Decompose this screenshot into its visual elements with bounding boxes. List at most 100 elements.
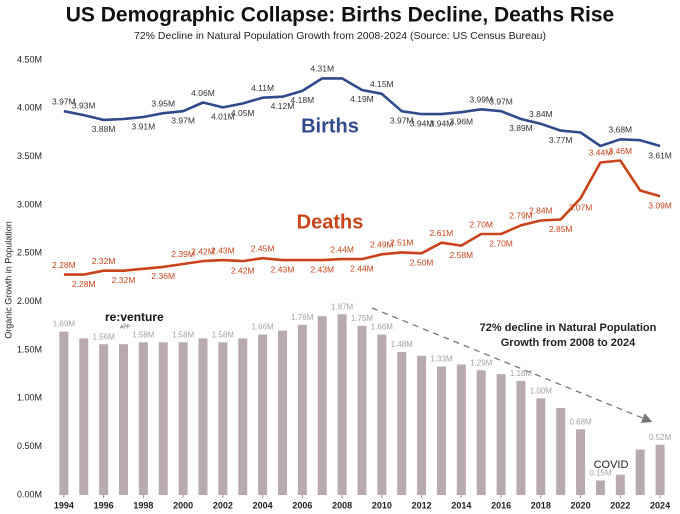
- data-label: 2.44M: [330, 244, 354, 254]
- y-tick-label: 1.00M: [17, 393, 42, 403]
- x-tick-label: 2024: [650, 500, 670, 510]
- bar: [198, 338, 208, 495]
- data-label: 4.01M: [211, 112, 235, 122]
- data-label: 2.42M: [231, 265, 255, 275]
- bar: [576, 429, 586, 495]
- data-label: 2.58M: [450, 250, 474, 260]
- bar: [337, 314, 347, 495]
- bar-value-label: 0.15M: [589, 469, 612, 478]
- data-label: 2.49M: [370, 240, 394, 250]
- data-label: 2.28M: [52, 260, 76, 270]
- bar: [158, 342, 168, 495]
- line: [63, 159, 661, 276]
- bar-value-label: 1.75M: [351, 314, 374, 323]
- data-label: 3.44M: [589, 148, 613, 158]
- bar: [595, 480, 605, 495]
- data-label: 3.91M: [132, 121, 156, 131]
- bar-value-label: 1.33M: [430, 355, 453, 364]
- x-tick-label: 2022: [610, 500, 630, 510]
- bar: [178, 342, 188, 495]
- bar: [118, 344, 128, 495]
- y-tick-label: 0.00M: [17, 489, 42, 499]
- data-label: 2.85M: [549, 224, 573, 234]
- data-label: 2.32M: [92, 256, 116, 266]
- bar-value-label: 1.66M: [251, 323, 274, 332]
- data-label: 3.46M: [609, 146, 633, 156]
- x-tick-label: 2020: [571, 500, 591, 510]
- data-label: 4.06M: [191, 88, 215, 98]
- y-tick-label: 3.00M: [17, 199, 42, 209]
- series-name: Deaths: [297, 211, 364, 233]
- x-tick-label: 2018: [531, 500, 551, 510]
- bar: [59, 331, 69, 495]
- data-label: 3.09M: [648, 201, 672, 211]
- bar: [456, 364, 466, 495]
- bar: [317, 316, 327, 495]
- data-label: 3.95M: [151, 98, 175, 108]
- data-label: 4.19M: [350, 94, 374, 104]
- x-tick-label: 2004: [253, 500, 273, 510]
- x-tick-label: 1996: [94, 500, 114, 510]
- x-tick-label: 2014: [451, 500, 471, 510]
- data-label: 4.05M: [231, 108, 255, 118]
- logo-name: re:venture: [105, 310, 164, 324]
- bar-value-label: 1.58M: [212, 330, 235, 339]
- data-label: 3.94M: [410, 118, 434, 128]
- bar-value-label: 1.69M: [53, 320, 76, 329]
- x-tick-label: 2008: [332, 500, 352, 510]
- x-tick-label: 2016: [491, 500, 511, 510]
- chart-subtitle: 72% Decline in Natural Population Growth…: [134, 30, 546, 42]
- bar: [218, 342, 228, 495]
- data-label: 2.32M: [112, 275, 136, 285]
- bar: [297, 324, 307, 495]
- data-label: 2.43M: [211, 245, 235, 255]
- data-label: 3.89M: [509, 123, 533, 133]
- data-label: 2.79M: [509, 211, 533, 221]
- bar: [436, 366, 446, 495]
- data-label: 3.94M: [430, 118, 454, 128]
- y-tick-label: 3.50M: [17, 151, 42, 161]
- data-label: 3.77M: [549, 135, 573, 145]
- data-label: 3.97M: [390, 115, 414, 125]
- bar: [277, 330, 287, 495]
- bar-value-label: 1.00M: [530, 386, 553, 395]
- data-label: 2.51M: [390, 238, 414, 248]
- bar-value-label: 1.87M: [331, 302, 354, 311]
- data-label: 2.70M: [489, 238, 513, 248]
- data-label: 2.43M: [310, 264, 334, 274]
- bar-value-label: 1.48M: [391, 340, 414, 349]
- bar-value-label: 1.56M: [93, 332, 116, 341]
- y-tick-label: 4.50M: [17, 54, 42, 64]
- data-label: 3.07M: [569, 202, 593, 212]
- line: [63, 77, 661, 148]
- data-label: 4.15M: [370, 79, 394, 89]
- data-label: 2.84M: [529, 206, 553, 216]
- x-tick-label: 1994: [54, 500, 74, 510]
- logo-tagline: APP: [120, 324, 131, 330]
- series-name: Births: [301, 115, 359, 137]
- data-label: 2.43M: [271, 264, 295, 274]
- bar: [397, 351, 407, 495]
- data-label: 4.31M: [310, 64, 334, 74]
- bar: [417, 355, 427, 495]
- bar-value-label: 1.66M: [371, 323, 394, 332]
- bar: [516, 380, 526, 495]
- x-tick-label: 1998: [133, 500, 153, 510]
- data-label: 3.68M: [609, 125, 633, 135]
- data-label: 4.11M: [251, 83, 274, 93]
- data-label: 3.88M: [92, 124, 116, 134]
- bar: [357, 325, 367, 495]
- bar-value-label: 1.18M: [510, 369, 533, 378]
- data-label: 2.70M: [469, 219, 493, 229]
- data-label: 3.84M: [529, 109, 553, 119]
- data-label: 3.96M: [450, 116, 474, 126]
- bar: [238, 338, 248, 495]
- bar-value-label: 1.29M: [470, 358, 493, 367]
- annotation: 72% decline in Natural Population: [480, 322, 657, 334]
- bar: [635, 449, 645, 495]
- bar: [377, 334, 387, 495]
- x-tick-label: 2000: [173, 500, 193, 510]
- annotation: Growth from 2008 to 2024: [501, 337, 636, 349]
- x-tick-label: 2010: [372, 500, 392, 510]
